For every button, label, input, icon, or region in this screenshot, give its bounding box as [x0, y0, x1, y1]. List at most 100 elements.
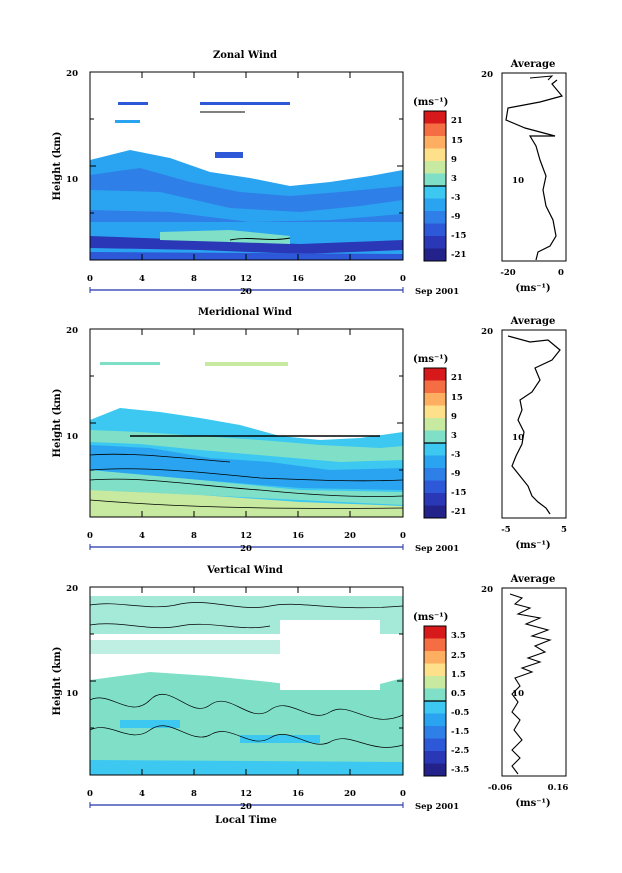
date-label: Sep 2001 — [415, 287, 459, 297]
colorbar-label: 21 — [451, 116, 463, 126]
x-axis-label: Local Time — [215, 815, 277, 826]
colorbar-swatch — [424, 626, 446, 639]
colorbar-swatch — [424, 148, 446, 162]
y-tick-label: 10 — [66, 432, 78, 442]
colorbar-label: -21 — [451, 250, 466, 260]
colorbar-label: -2.5 — [451, 746, 469, 756]
y-axis-label: Height (km) — [52, 647, 63, 716]
zonal-wind-field — [90, 102, 403, 260]
colorbar-swatch — [424, 480, 446, 494]
colorbar-swatch — [424, 236, 446, 249]
x-tick-label: 12 — [240, 531, 252, 541]
y-tick-label: 20 — [66, 326, 78, 336]
colorbar-label: 9 — [451, 155, 457, 165]
y-tick-marks — [90, 71, 403, 214]
colorbar-label: -3 — [451, 193, 461, 203]
average-profile: Average 20 10 -5 5 (ms⁻¹) — [481, 316, 567, 551]
y-tick-label: 20 — [481, 327, 493, 337]
date-axis: 20 Sep 2001 — [89, 802, 459, 812]
colorbar-swatch — [424, 418, 446, 431]
date-label: Sep 2001 — [415, 802, 459, 812]
colorbar-swatch — [424, 701, 446, 714]
panel-title: Vertical Wind — [206, 565, 283, 576]
colorbar-swatch — [424, 738, 446, 752]
x-tick-label: 4 — [139, 274, 145, 284]
colorbar-swatch — [424, 368, 446, 381]
colorbar-swatch — [424, 211, 446, 224]
x-tick-label: 8 — [191, 531, 197, 541]
colorbar-swatch — [424, 443, 446, 456]
x-tick-marks — [89, 72, 404, 260]
x-tick-label: 8 — [191, 789, 197, 799]
colorbar-label: -1.5 — [451, 727, 469, 737]
meridional-wind-panel: Meridional Wind 20 10 Height (km) 0 — [52, 307, 567, 554]
profile-unit: (ms⁻¹) — [515, 798, 550, 809]
colorbar-swatch — [424, 663, 446, 677]
colorbar-swatch — [424, 111, 446, 124]
meridional-wind-field — [90, 362, 403, 517]
colorbar-label: -3 — [451, 450, 461, 460]
colorbar-swatch — [424, 763, 446, 777]
date-label: Sep 2001 — [415, 544, 459, 554]
zonal-wind-panel: Zonal Wind 20 10 Height (km) 0 — [52, 50, 567, 297]
average-profile: Average 20 10 -0.06 0.16 (ms⁻¹) — [481, 574, 568, 809]
colorbar-swatch — [424, 405, 446, 419]
colorbar-label: -0.5 — [451, 708, 469, 718]
y-tick-label: 20 — [66, 584, 78, 594]
x-tick-label: 8 — [191, 274, 197, 284]
colorbar-label: 1.5 — [451, 670, 466, 680]
x-tick-label: 12 — [240, 274, 252, 284]
x-tick-label: 20 — [344, 274, 356, 284]
y-tick-label: 20 — [481, 585, 493, 595]
x-tick-marks — [89, 329, 404, 517]
y-tick-marks — [90, 328, 403, 471]
colorbar-label: 9 — [451, 412, 457, 422]
x-tick-label: 16 — [292, 274, 304, 284]
x-tick-marks — [89, 587, 404, 775]
colorbar-label: 3 — [451, 174, 457, 184]
y-tick-label: 10 — [66, 689, 78, 699]
vertical-wind-panel: Vertical Wind 20 10 Height (km) 0 4 — [52, 565, 568, 826]
x-tick-label: 16 — [292, 789, 304, 799]
colorbar-swatch — [424, 173, 446, 187]
colorbar-label: 0.5 — [451, 689, 466, 699]
colorbar-swatch — [424, 393, 446, 406]
profile-title: Average — [510, 574, 556, 585]
colorbar-label: -21 — [451, 507, 466, 517]
average-profile: Average 20 10 -20 0 (ms⁻¹) — [481, 59, 567, 294]
colorbar-label: -15 — [451, 488, 466, 498]
x-tick-label: 20 — [344, 531, 356, 541]
profile-title: Average — [510, 59, 556, 70]
colorbar-swatch — [424, 223, 446, 237]
day-label: 20 — [240, 287, 252, 297]
colorbar-label: 15 — [451, 136, 463, 146]
colorbar-swatch — [424, 123, 446, 137]
y-axis-label: Height (km) — [52, 389, 63, 458]
colorbar-swatch — [424, 468, 446, 481]
y-tick-label: 10 — [512, 689, 524, 699]
x-tick-label: 4 — [139, 789, 145, 799]
y-tick-label: 20 — [66, 69, 78, 79]
y-tick-label: 10 — [512, 176, 524, 186]
colorbar-swatch — [424, 751, 446, 764]
colorbar-label: 21 — [451, 373, 463, 383]
colorbar-swatch — [424, 380, 446, 394]
date-axis: 20 Sep 2001 — [89, 287, 459, 297]
vertical-wind-field — [90, 596, 403, 775]
colorbar-swatch — [424, 161, 446, 174]
day-label: 20 — [240, 802, 252, 812]
x-tick-label: 0.16 — [548, 783, 569, 793]
colorbar-swatch — [424, 676, 446, 689]
colorbar-label: -15 — [451, 231, 466, 241]
profile-unit: (ms⁻¹) — [515, 283, 550, 294]
x-tick-label: 0 — [87, 789, 93, 799]
colorbar-label: 3.5 — [451, 631, 466, 641]
x-tick-label: 20 — [344, 789, 356, 799]
colorbar-unit: (ms⁻¹) — [413, 97, 448, 108]
x-tick-label: -5 — [501, 525, 511, 535]
colorbar-swatch — [424, 455, 446, 469]
colorbar-swatch — [424, 186, 446, 199]
x-tick-label: 16 — [292, 531, 304, 541]
colorbar-label: -9 — [451, 212, 461, 222]
colorbar — [423, 625, 447, 777]
